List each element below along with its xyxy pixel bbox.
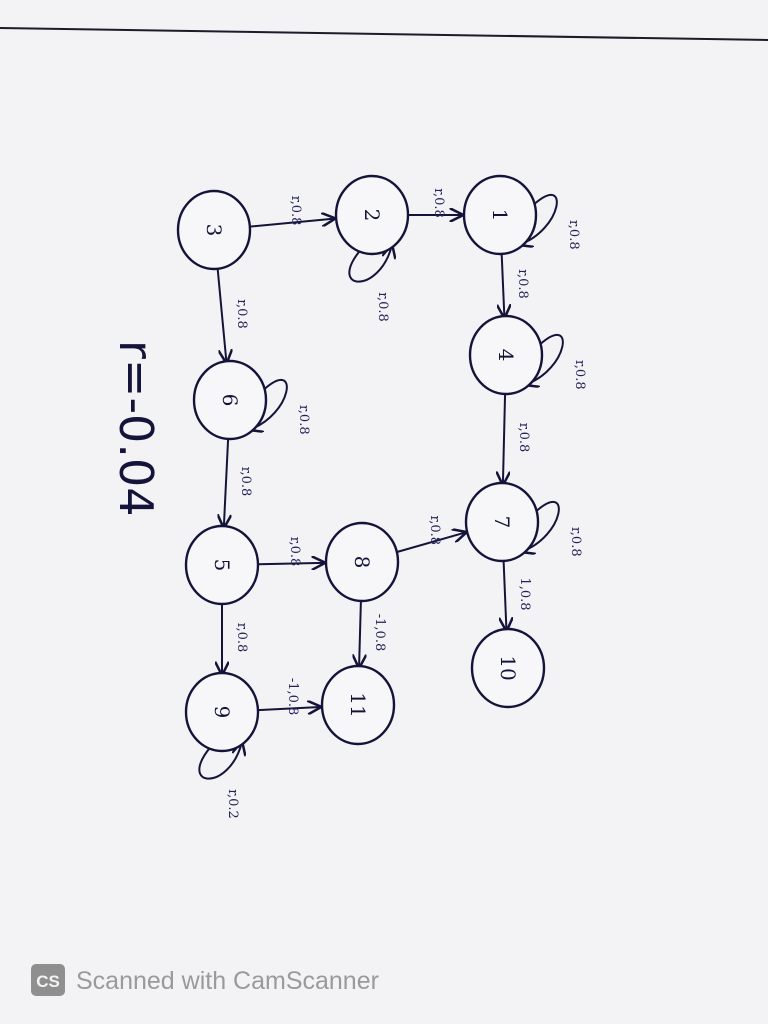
- diagram-root: r,0.8 r,0.8 r,0.8 r,0.8 r,0.8 r,0.8 r,0.8 -1,0.…: [176, 174, 587, 819]
- state-node-s8: 8: [324, 521, 400, 603]
- state-label: 3: [202, 224, 226, 237]
- state-node-s11: 11: [320, 664, 396, 746]
- transition-label-s6-s5: r,0.8: [238, 467, 253, 497]
- transition-arrow-s8-s11: [359, 597, 361, 667]
- transition-arrow-s5-s8: [257, 563, 324, 564]
- self-loop-s6: [250, 379, 288, 430]
- transition-label-s5-s8: r,0.8: [287, 537, 302, 567]
- transition-arrow-s4-s7: [503, 390, 505, 484]
- state-node-s3: 3: [176, 189, 252, 271]
- state-circle: [334, 174, 410, 256]
- self-loop-label-s7: r,0.8: [568, 527, 583, 557]
- state-label: 7: [490, 516, 514, 529]
- camscanner-logo-icon: [31, 964, 65, 996]
- self-loop-label-s4: r,0.8: [572, 360, 587, 390]
- state-circle: [320, 664, 396, 746]
- state-node-s1: 1: [462, 174, 538, 256]
- state-label: 4: [494, 349, 518, 362]
- camscanner-watermark: CS Scanned with CamScanner: [31, 964, 379, 996]
- state-label: 5: [210, 559, 234, 572]
- transition-label-s8-s11: -1,0.8: [372, 614, 387, 651]
- self-loop-label-s9: r,0.2: [225, 789, 240, 819]
- camscanner-text: Scanned with CamScanner: [76, 967, 379, 995]
- nodes-layer: 1 2 3 4 5 6 7 8 9 10 11: [176, 174, 546, 753]
- state-node-s7: 7: [464, 481, 540, 563]
- transition-label-s8-s7: r,0.8: [427, 515, 442, 545]
- state-label: 11: [346, 692, 370, 717]
- state-circle: [462, 174, 538, 256]
- transition-arrow-s9-s11: [257, 707, 320, 710]
- state-node-s5: 5: [184, 524, 260, 606]
- transition-label-s9-s11: -1,0.8: [285, 678, 300, 715]
- self-loop-s1: [520, 194, 558, 245]
- state-circle: [176, 189, 252, 271]
- self-loop-s7: [522, 501, 560, 552]
- self-loop-label-s1: r,0.8: [566, 220, 581, 250]
- state-node-s2: 2: [334, 174, 410, 256]
- transition-label-s2-s1: r,0.8: [431, 188, 446, 218]
- state-node-s10: 10: [470, 627, 546, 709]
- transition-label-s4-s7: r,0.8: [516, 423, 531, 453]
- self-loop-label-s6: r,0.8: [296, 405, 311, 435]
- self-loop-s4: [526, 334, 564, 385]
- state-label: 10: [496, 655, 520, 680]
- transition-arrow-s8-s7: [396, 532, 466, 554]
- transition-label-s7-s10: 1,0.8: [517, 577, 532, 610]
- state-circle: [468, 314, 544, 396]
- state-label: 6: [218, 394, 242, 407]
- transition-label-s1-s4: r,0.8: [515, 269, 530, 299]
- transition-arrow-s6-s5: [224, 435, 228, 527]
- state-circle: [470, 627, 546, 709]
- transition-label-s3-s2: r,0.8: [288, 196, 303, 226]
- reward-annotation: r=-0.04: [109, 340, 163, 516]
- transition-arrow-s3-s2: [249, 219, 334, 228]
- transition-arrow-s3-s6: [216, 265, 226, 362]
- state-label: 8: [350, 556, 374, 569]
- state-circle: [184, 524, 260, 606]
- paper-edge-line: [0, 27, 768, 41]
- camscanner-badge: CS: [36, 972, 60, 991]
- state-label: 2: [360, 209, 384, 222]
- state-circle: [184, 671, 260, 753]
- self-loop-label-s2: r,0.8: [375, 292, 390, 322]
- state-label: 9: [210, 706, 234, 719]
- self-loop-s9: [198, 743, 241, 780]
- self-loops-layer: r,0.8 r,0.8 r,0.8 r,0.8 r,0.8 r,0.2: [198, 194, 587, 819]
- state-circle: [192, 359, 268, 441]
- transition-arrow-s7-s10: [503, 557, 506, 630]
- state-node-s4: 4: [468, 314, 544, 396]
- transition-label-s5-s9: r,0.8: [234, 623, 249, 653]
- state-circle: [324, 521, 400, 603]
- self-loop-s2: [348, 246, 391, 283]
- state-node-s6: 6: [192, 359, 268, 441]
- transition-arrow-s1-s4: [502, 250, 505, 317]
- state-node-s9: 9: [184, 671, 260, 753]
- state-circle: [464, 481, 540, 563]
- state-label: 1: [488, 209, 512, 222]
- edges-layer: r,0.8 r,0.8 r,0.8 r,0.8 r,0.8 r,0.8 r,0.8 -1,0.…: [217, 188, 532, 715]
- transition-label-s3-s6: r,0.8: [234, 299, 249, 329]
